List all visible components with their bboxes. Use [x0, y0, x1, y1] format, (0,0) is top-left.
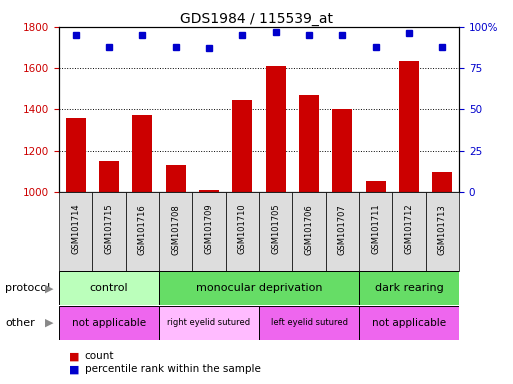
Bar [226, 192, 259, 271]
Bar [432, 172, 452, 384]
Text: ▶: ▶ [45, 283, 54, 293]
Bar [66, 118, 86, 384]
Text: monocular deprivation: monocular deprivation [196, 283, 322, 293]
Bar [326, 192, 359, 271]
Text: count: count [85, 351, 114, 361]
Bar [159, 306, 259, 340]
Text: GSM101710: GSM101710 [238, 204, 247, 255]
Bar [59, 192, 92, 271]
Bar [332, 109, 352, 384]
Bar [292, 192, 326, 271]
Bar [192, 192, 226, 271]
Bar [199, 190, 219, 384]
Bar [232, 100, 252, 384]
Bar [359, 306, 459, 340]
Text: GSM101706: GSM101706 [305, 204, 313, 255]
Bar [166, 165, 186, 384]
Bar [259, 306, 359, 340]
Text: ■: ■ [69, 364, 80, 374]
Bar [399, 61, 419, 384]
Text: percentile rank within the sample: percentile rank within the sample [85, 364, 261, 374]
Bar [359, 192, 392, 271]
Bar [359, 271, 459, 305]
Text: GDS1984 / 115539_at: GDS1984 / 115539_at [180, 12, 333, 25]
Text: control: control [90, 283, 128, 293]
Text: other: other [5, 318, 35, 328]
Text: left eyelid sutured: left eyelid sutured [270, 318, 348, 328]
Bar [299, 95, 319, 384]
Bar [99, 161, 119, 384]
Text: ▶: ▶ [45, 318, 54, 328]
Bar [266, 66, 286, 384]
Bar [366, 180, 386, 384]
Bar [426, 192, 459, 271]
Bar [392, 192, 426, 271]
Text: not applicable: not applicable [372, 318, 446, 328]
Text: GSM101711: GSM101711 [371, 204, 380, 255]
Bar [92, 192, 126, 271]
Text: right eyelid sutured: right eyelid sutured [167, 318, 251, 328]
Bar [259, 192, 292, 271]
Text: GSM101708: GSM101708 [171, 204, 180, 255]
Text: GSM101715: GSM101715 [105, 204, 113, 255]
Text: dark rearing: dark rearing [374, 283, 444, 293]
Text: GSM101707: GSM101707 [338, 204, 347, 255]
Text: not applicable: not applicable [72, 318, 146, 328]
Bar [159, 271, 359, 305]
Text: GSM101712: GSM101712 [405, 204, 413, 255]
Text: GSM101705: GSM101705 [271, 204, 280, 255]
Bar [132, 114, 152, 384]
Text: GSM101714: GSM101714 [71, 204, 80, 255]
Bar [126, 192, 159, 271]
Text: GSM101716: GSM101716 [138, 204, 147, 255]
Text: GSM101709: GSM101709 [205, 204, 213, 255]
Bar [59, 306, 159, 340]
Text: protocol: protocol [5, 283, 50, 293]
Text: ■: ■ [69, 351, 80, 361]
Bar [59, 271, 159, 305]
Text: GSM101713: GSM101713 [438, 204, 447, 255]
Bar [159, 192, 192, 271]
